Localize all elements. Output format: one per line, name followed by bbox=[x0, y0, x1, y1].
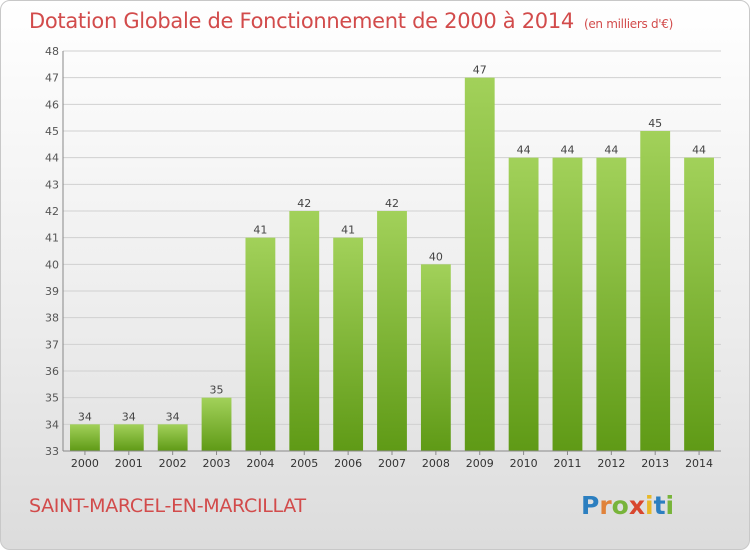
y-tick-label: 39 bbox=[45, 285, 59, 298]
logo-letter: o bbox=[611, 491, 629, 520]
y-tick-label: 43 bbox=[45, 178, 59, 191]
chart-subtitle: (en milliers d'€) bbox=[583, 17, 673, 31]
x-tick-label: 2005 bbox=[290, 457, 318, 470]
bar bbox=[70, 424, 100, 451]
x-tick-label: 2013 bbox=[641, 457, 669, 470]
y-tick-label: 36 bbox=[45, 365, 59, 378]
bar bbox=[377, 211, 407, 451]
bar bbox=[596, 157, 627, 451]
x-tick-label: 2001 bbox=[115, 457, 143, 470]
data-label: 42 bbox=[385, 197, 399, 210]
bar bbox=[157, 424, 188, 451]
data-label: 42 bbox=[297, 197, 311, 210]
y-tick-label: 48 bbox=[45, 45, 59, 58]
x-tick-label: 2003 bbox=[203, 457, 231, 470]
data-label: 44 bbox=[692, 144, 706, 157]
bar bbox=[464, 77, 495, 452]
bar bbox=[113, 424, 144, 451]
x-tick-label: 2008 bbox=[422, 457, 450, 470]
data-label: 34 bbox=[78, 410, 92, 423]
y-tick-label: 34 bbox=[45, 418, 59, 431]
data-label: 41 bbox=[341, 224, 355, 237]
bar bbox=[684, 157, 714, 451]
x-tick-label: 2000 bbox=[71, 457, 99, 470]
x-tick-label: 2012 bbox=[597, 457, 625, 470]
logo-letter: t bbox=[653, 491, 666, 520]
chart-title: Dotation Globale de Fonctionnement de 20… bbox=[29, 9, 673, 33]
bar bbox=[245, 237, 276, 451]
proxiti-logo: Proxiti bbox=[581, 491, 674, 520]
data-label: 34 bbox=[122, 410, 136, 423]
chart-title-text: Dotation Globale de Fonctionnement de 20… bbox=[29, 9, 574, 33]
x-tick-label: 2002 bbox=[159, 457, 187, 470]
y-tick-label: 40 bbox=[45, 258, 59, 271]
logo-letter: x bbox=[628, 491, 645, 520]
data-label: 44 bbox=[604, 144, 618, 157]
y-tick-label: 44 bbox=[45, 152, 59, 165]
data-label: 45 bbox=[648, 117, 662, 130]
x-tick-label: 2010 bbox=[510, 457, 538, 470]
x-tick-label: 2006 bbox=[334, 457, 362, 470]
data-label: 41 bbox=[253, 224, 267, 237]
logo-letter: i bbox=[645, 491, 654, 520]
data-label: 40 bbox=[429, 250, 443, 263]
commune-name: SAINT-MARCEL-EN-MARCILLAT bbox=[29, 495, 306, 517]
data-label: 44 bbox=[517, 144, 531, 157]
y-tick-label: 38 bbox=[45, 312, 59, 325]
data-label: 44 bbox=[560, 144, 574, 157]
x-tick-label: 2011 bbox=[553, 457, 581, 470]
y-tick-label: 45 bbox=[45, 125, 59, 138]
bar bbox=[420, 264, 451, 451]
logo-letter: i bbox=[665, 491, 675, 520]
logo-letter: r bbox=[599, 491, 612, 520]
y-tick-label: 47 bbox=[45, 72, 59, 85]
y-tick-label: 46 bbox=[45, 98, 59, 111]
y-tick-label: 42 bbox=[45, 205, 59, 218]
x-tick-label: 2007 bbox=[378, 457, 406, 470]
bar bbox=[552, 157, 583, 451]
data-label: 34 bbox=[166, 410, 180, 423]
axis-layer: 33 34 35 36 37 38 39 40 41 42 43 44 45 46 47 48 2000 2001… bbox=[45, 45, 721, 470]
y-tick-label: 33 bbox=[45, 445, 59, 458]
data-label: 35 bbox=[210, 384, 224, 397]
y-tick-label: 37 bbox=[45, 338, 59, 351]
y-tick-label: 41 bbox=[45, 232, 59, 245]
x-tick-label: 2014 bbox=[685, 457, 713, 470]
bar bbox=[201, 397, 232, 451]
y-tick-label: 35 bbox=[45, 392, 59, 405]
bar bbox=[640, 131, 671, 451]
logo-letter: P bbox=[581, 491, 600, 520]
x-tick-label: 2009 bbox=[466, 457, 494, 470]
bars-layer: 34 34 34 35 41 42 41 42 40 47 44 44 44 45 44 bbox=[70, 64, 714, 452]
bar bbox=[508, 157, 539, 451]
data-label: 47 bbox=[473, 64, 487, 77]
bar bbox=[333, 237, 364, 451]
bar bbox=[289, 211, 320, 451]
x-tick-label: 2004 bbox=[246, 457, 274, 470]
